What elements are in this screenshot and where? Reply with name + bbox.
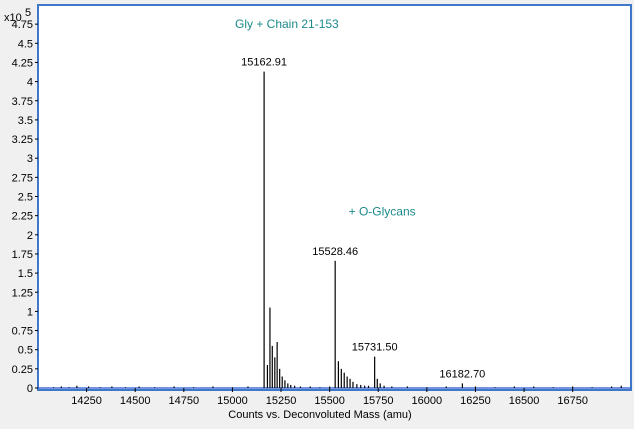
y-tick-label: 0: [27, 383, 33, 395]
y-tick-label: 4.25: [12, 57, 33, 69]
peak-label: 15731.50: [352, 342, 398, 354]
x-tick-label: 16500: [509, 395, 540, 407]
y-tick-label: 1.25: [12, 287, 33, 299]
x-tick-label: 16750: [557, 395, 588, 407]
x-tick-label: 14750: [169, 395, 200, 407]
x-tick-label: 15000: [217, 395, 248, 407]
y-tick-label: 1: [27, 306, 33, 318]
y-tick-label: 3: [27, 153, 33, 165]
x-tick-label: 15750: [363, 395, 394, 407]
y-scale-label: x10: [4, 12, 22, 24]
plot-background: [37, 4, 632, 391]
peak-label: 16182.70: [439, 368, 485, 380]
y-tick-label: 0.25: [12, 364, 33, 376]
y-tick-label: 4: [27, 77, 33, 89]
y-tick-label: 4.75: [12, 19, 33, 31]
x-tick-label: 15500: [314, 395, 345, 407]
y-tick-label: 0.5: [18, 345, 33, 357]
y-tick-label: 2.25: [12, 211, 33, 223]
x-tick-label: 15250: [266, 395, 297, 407]
x-axis-label: Counts vs. Deconvoluted Mass (amu): [228, 409, 411, 421]
annotation-label: Gly + Chain 21-153: [235, 17, 339, 31]
y-tick-label: 2: [27, 230, 33, 242]
peak-label: 15528.46: [312, 246, 358, 258]
y-tick-label: 4.5: [18, 38, 33, 50]
y-tick-label: 0.75: [12, 326, 33, 338]
y-tick-label: 2.5: [18, 192, 33, 204]
y-tick-label: 2.75: [12, 172, 33, 184]
x-tick-label: 14500: [120, 395, 151, 407]
annotation-label: + O-Glycans: [349, 205, 416, 219]
x-tick-label: 14250: [71, 395, 102, 407]
y-scale-exponent: 5: [25, 7, 31, 19]
y-tick-label: 3.5: [18, 115, 33, 127]
x-tick-label: 16000: [412, 395, 443, 407]
y-tick-label: 3.25: [12, 134, 33, 146]
y-tick-label: 3.75: [12, 96, 33, 108]
x-tick-label: 16250: [460, 395, 491, 407]
y-tick-label: 1.5: [18, 268, 33, 280]
y-tick-label: 1.75: [12, 249, 33, 261]
peak-label: 15162.91: [241, 57, 287, 69]
